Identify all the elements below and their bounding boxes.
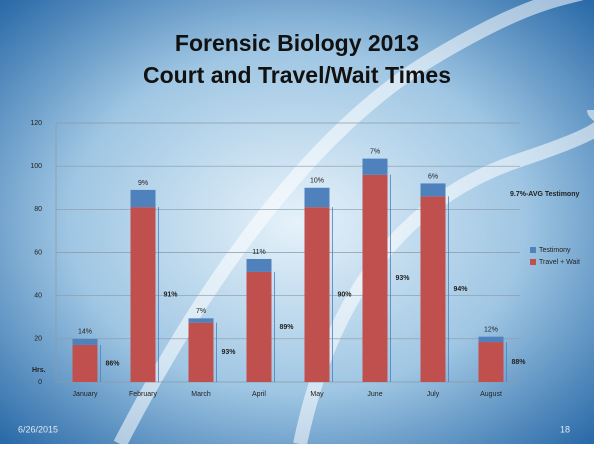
legend-label: Travel + Wait <box>539 259 580 266</box>
page-number: 18 <box>560 424 570 434</box>
x-tick-label: February <box>129 391 158 398</box>
bar-segment <box>189 318 214 322</box>
bar-segment <box>363 159 388 175</box>
bar-segment <box>305 207 330 382</box>
bar-segment <box>247 259 272 272</box>
bar-segment <box>305 188 330 207</box>
share-label: 7% <box>370 148 380 155</box>
bar-segment <box>189 323 214 382</box>
share-label: 90% <box>338 291 353 298</box>
x-tick-label: May <box>310 391 324 398</box>
legend-swatch <box>530 247 536 253</box>
x-tick-label: January <box>73 391 98 398</box>
slide: Forensic Biology 2013 Court and Travel/W… <box>0 0 594 444</box>
y-axis-label: Hrs. <box>32 367 46 374</box>
share-label: 91% <box>164 291 179 298</box>
share-label: 12% <box>484 327 498 334</box>
y-tick-label: 80 <box>34 206 42 213</box>
y-tick-label: 20 <box>34 336 42 343</box>
bar-segment <box>131 190 156 207</box>
share-label: 11% <box>252 249 266 256</box>
share-label: 10% <box>310 178 324 185</box>
chart-subtitle: Court and Travel/Wait Times <box>143 62 451 88</box>
legend-swatch <box>530 259 536 265</box>
bar-segment <box>421 183 446 196</box>
share-label: 93% <box>222 349 237 356</box>
y-tick-label: 60 <box>34 249 42 256</box>
share-label: 6% <box>428 173 438 180</box>
bar-segment <box>479 337 504 342</box>
share-label: 93% <box>396 275 411 282</box>
x-tick-label: April <box>252 391 266 398</box>
bar-segment <box>247 272 272 382</box>
bar-segment <box>421 196 446 382</box>
x-tick-label: March <box>191 391 211 398</box>
bar-segment <box>479 342 504 382</box>
x-tick-label: June <box>367 391 382 398</box>
share-label: 9% <box>138 180 148 187</box>
x-tick-label: July <box>427 391 440 398</box>
footer-date: 6/26/2015 <box>18 424 58 434</box>
bar-segment <box>73 339 98 345</box>
legend-label: Testimony <box>539 247 571 254</box>
share-label: 86% <box>106 360 121 367</box>
y-tick-label: 0 <box>38 379 42 386</box>
y-tick-label: 120 <box>30 120 42 127</box>
share-label: 7% <box>196 308 206 315</box>
bar-segment <box>363 175 388 382</box>
annotation: 9.7%-AVG Testimony <box>510 191 579 198</box>
share-label: 14% <box>78 329 92 336</box>
share-label: 88% <box>512 359 527 366</box>
y-tick-label: 40 <box>34 293 42 300</box>
bar-segment <box>131 207 156 382</box>
share-label: 89% <box>280 324 295 331</box>
chart-title: Forensic Biology 2013 <box>175 30 419 56</box>
y-tick-label: 100 <box>30 163 42 170</box>
x-tick-label: August <box>480 391 502 398</box>
share-label: 94% <box>454 286 469 293</box>
bar-segment <box>73 345 98 382</box>
